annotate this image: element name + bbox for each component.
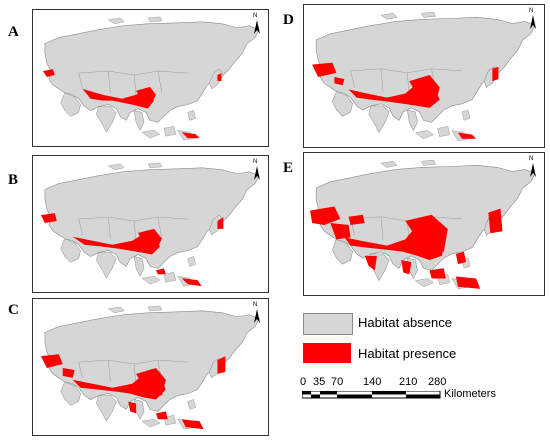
legend-presence-label: Habitat presence: [358, 346, 457, 361]
asia-map-b: [40, 162, 260, 287]
scale-bar: 0 35 70 140 210 280 Kilometers: [300, 376, 542, 406]
habitat-presence-b: [40, 213, 224, 287]
north-arrow-a: N: [252, 13, 262, 36]
habitat-presence-e: [310, 206, 503, 289]
scale-tick-70: 70: [331, 376, 344, 388]
map-panel-b: N: [32, 155, 269, 293]
north-arrow-d: N: [528, 8, 538, 31]
north-arrow-b: N: [252, 159, 262, 182]
habitat-presence-d: [312, 62, 499, 139]
map-panel-c: N: [32, 298, 269, 436]
habitat-presence-a: [42, 69, 222, 139]
panel-letter-a: A: [8, 24, 19, 40]
panel-letter-d: D: [283, 12, 294, 28]
asia-map-d: [312, 11, 536, 142]
scale-bar-graphic: [302, 391, 441, 399]
map-panel-d: N: [303, 4, 545, 148]
panel-letter-b: B: [8, 172, 19, 188]
legend-absence-label: Habitat absence: [358, 315, 452, 330]
map-panel-a: N: [32, 9, 269, 147]
scale-tick-140: 140: [363, 376, 382, 388]
scale-unit: Kilometers: [444, 388, 496, 400]
map-panel-e: N: [303, 152, 545, 296]
scale-tick-35: 35: [313, 376, 326, 388]
north-arrow-e: N: [528, 156, 538, 179]
scale-tick-280: 280: [428, 376, 447, 388]
habitat-presence-c: [40, 354, 226, 430]
legend-absence-swatch: [303, 313, 353, 335]
asia-map-a: [42, 16, 260, 141]
legend-presence-swatch: [303, 343, 351, 363]
asia-map-c: [40, 305, 260, 430]
asia-map-e: [310, 159, 536, 290]
scale-tick-210: 210: [399, 376, 418, 388]
panel-letter-e: E: [283, 160, 294, 176]
north-arrow-c: N: [252, 302, 262, 325]
scale-tick-0: 0: [300, 376, 307, 388]
panel-letter-c: C: [8, 302, 19, 318]
